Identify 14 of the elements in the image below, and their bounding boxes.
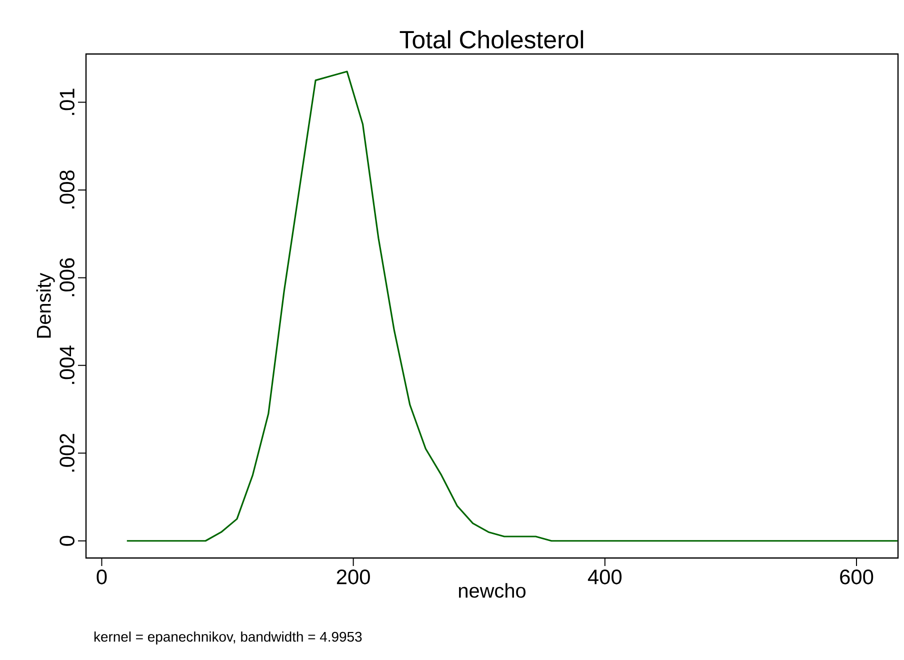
y-tick-label: .01 <box>60 88 74 115</box>
y-tick-label: .006 <box>60 258 74 296</box>
x-tick-label: 600 <box>840 570 874 584</box>
x-tick-label: 400 <box>588 570 622 584</box>
x-tick-label: 0 <box>96 570 107 584</box>
text: kernel = epanechnikov, bandwidth = 4.9953 <box>94 631 362 644</box>
x-axis-title: newcho <box>459 583 526 598</box>
chart-title: Total Cholesterol <box>400 30 584 48</box>
y-tick-label: .004 <box>60 346 74 384</box>
y-tick-label: .002 <box>60 434 74 472</box>
y-tick-label: 0 <box>60 536 74 546</box>
y-tick-label: .008 <box>60 170 74 208</box>
x-tick-label: 200 <box>336 570 370 584</box>
y-axis-title: Density <box>36 272 55 338</box>
